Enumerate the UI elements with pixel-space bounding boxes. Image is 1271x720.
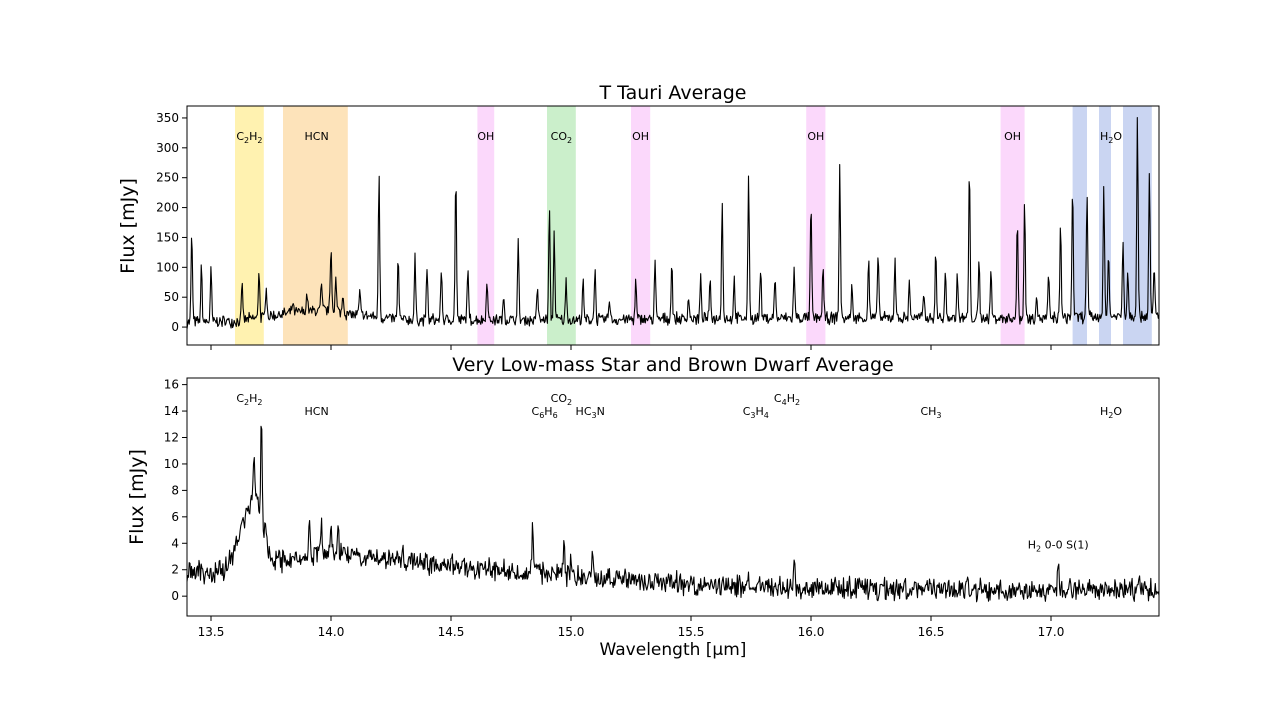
- plot-frame: [186, 105, 1160, 346]
- emission-band: [235, 106, 264, 345]
- y-tick-label: 350: [156, 111, 179, 125]
- y-tick-label: 4: [171, 536, 179, 550]
- x-tick-label: 16.0: [798, 625, 825, 639]
- molecule-label: CO2: [551, 392, 572, 407]
- y-tick-label: 0: [171, 320, 179, 334]
- molecule-label: H2O: [1100, 130, 1122, 145]
- chart-title: T Tauri Average: [599, 82, 747, 104]
- y-tick-label: 10: [164, 457, 179, 471]
- y-axis: 0 2 4 6 8 10 12 14 16: [164, 378, 187, 603]
- y-tick-label: 6: [171, 510, 179, 524]
- molecule-label: C2H2: [236, 130, 262, 145]
- molecule-label: OH: [477, 130, 494, 143]
- y-tick-label: 16: [164, 378, 179, 392]
- y-tick-label: 200: [156, 201, 179, 215]
- spectrum-line: [186, 425, 1160, 603]
- panel-bottom: 0 2 4 6 8 10 12 14 16 13.5 14.0 14.5 15.0 15.5 16.0 16…: [126, 354, 1160, 660]
- chart-title: Very Low-mass Star and Brown Dwarf Avera…: [452, 354, 893, 376]
- x-axis: [210, 345, 1052, 350]
- molecule-label: C6H6: [532, 405, 558, 420]
- molecule-label: OH: [632, 130, 649, 143]
- emission-band: [1000, 106, 1025, 345]
- panel-top: 0 50 100 150 200 250 300 350 C2H2 HCN OH CO2 OH OH OH…: [117, 82, 1160, 350]
- molecule-labels: C2H2 HCN OH CO2 OH OH OH H2O: [236, 130, 1122, 145]
- y-tick-label: 8: [171, 483, 179, 497]
- molecule-label: CO2: [551, 130, 572, 145]
- molecule-label: OH: [1004, 130, 1021, 143]
- y-tick-label: 0: [171, 589, 179, 603]
- y-tick-label: 250: [156, 171, 179, 185]
- molecule-label: HCN: [305, 405, 329, 418]
- emission-band: [477, 106, 495, 345]
- molecule-label: HC3N: [576, 405, 605, 420]
- molecule-label: OH: [807, 130, 824, 143]
- molecule-label: HCN: [305, 130, 329, 143]
- y-tick-label: 100: [156, 260, 179, 274]
- x-tick-label: 17.0: [1038, 625, 1065, 639]
- y-axis-label: Flux [mJy]: [126, 449, 148, 545]
- y-tick-label: 300: [156, 141, 179, 155]
- emission-band: [547, 106, 576, 345]
- molecule-label: C2H2: [236, 392, 262, 407]
- molecule-label: H2O: [1100, 405, 1122, 420]
- molecule-label: CH3: [920, 405, 941, 420]
- molecule-label: C3H4: [743, 405, 769, 420]
- x-tick-label: 13.5: [198, 625, 225, 639]
- x-tick-label: 14.0: [318, 625, 345, 639]
- emission-band: [806, 106, 826, 345]
- y-tick-label: 2: [171, 563, 179, 577]
- y-tick-label: 12: [164, 431, 179, 445]
- x-tick-label: 16.5: [918, 625, 945, 639]
- y-tick-label: 150: [156, 230, 179, 244]
- spectrum-line: [186, 117, 1160, 330]
- emission-bands: [235, 106, 1152, 345]
- x-tick-label: 15.5: [678, 625, 705, 639]
- molecule-label: C4H2: [774, 392, 800, 407]
- x-axis: 13.5 14.0 14.5 15.0 15.5 16.0 16.5 17.0: [198, 616, 1065, 639]
- y-axis-label: Flux [mJy]: [117, 178, 139, 274]
- y-tick-label: 14: [164, 404, 179, 418]
- x-axis-label: Wavelength [μm]: [600, 640, 747, 660]
- y-axis: 0 50 100 150 200 250 300 350: [156, 111, 187, 334]
- y-tick-label: 50: [164, 290, 179, 304]
- molecule-label: H2 0-0 S(1): [1028, 539, 1089, 554]
- plot-frame: [186, 377, 1160, 617]
- x-tick-label: 15.0: [558, 625, 585, 639]
- emission-band: [1072, 106, 1087, 345]
- x-tick-label: 14.5: [438, 625, 465, 639]
